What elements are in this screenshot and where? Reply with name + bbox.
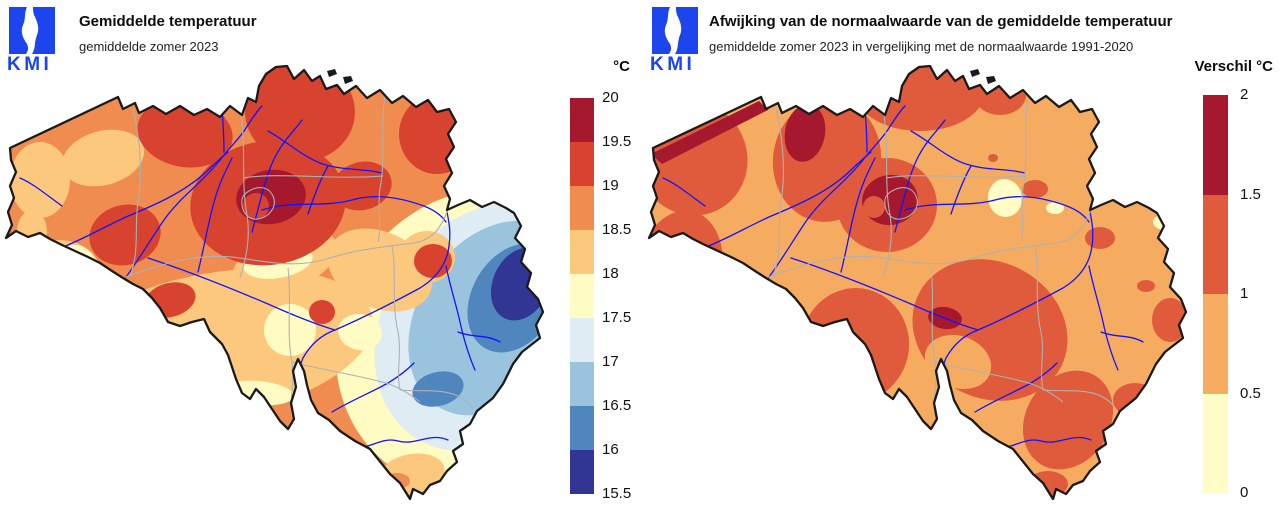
warm-contour-regions	[89, 66, 475, 489]
anomaly-darkred-regions	[651, 101, 962, 330]
legend-title: Verschil °C	[1194, 58, 1273, 75]
legend-tick: 17.5	[602, 309, 632, 326]
legend-color-block	[1203, 195, 1228, 294]
page-subtitle: gemiddelde zomer 2023	[79, 39, 219, 54]
anomaly-map-belgium	[647, 64, 1188, 501]
legend-color-block	[570, 450, 594, 494]
legend-color-block	[570, 318, 594, 362]
legend-tick: 18	[602, 265, 619, 282]
page-subtitle: gemiddelde zomer 2023 in vergelijking me…	[709, 39, 1134, 54]
kmi-logo-text: KMI	[7, 54, 52, 73]
legend-tick: 17	[602, 353, 619, 370]
legend-color-block	[570, 362, 594, 406]
kmi-logo-mark	[652, 7, 698, 54]
legend-title: °C	[613, 58, 630, 75]
kmi-logo-mark	[9, 7, 55, 54]
baarle-hertog-enclave	[327, 69, 353, 84]
legend-color-block	[570, 142, 594, 186]
temperature-map-belgium	[4, 64, 545, 501]
panel-mean-temperature: KMI Gemiddelde temperatuur gemiddelde zo…	[4, 7, 632, 502]
legend-color-block	[570, 274, 594, 318]
legend-tick: 18.5	[602, 221, 632, 238]
panel-temperature-anomaly: KMI Afwijking van de normaalwaarde van d…	[643, 0, 1280, 507]
legend-tick: 1.5	[1240, 186, 1261, 203]
page-title: Gemiddelde temperatuur	[79, 13, 257, 30]
legend-color-block	[570, 230, 594, 274]
legend-color-block	[1203, 294, 1228, 394]
legend-color-block	[1203, 95, 1228, 195]
kmi-logo: KMI	[650, 7, 698, 73]
legend-tick: 0.5	[1240, 385, 1261, 402]
legend-tick: 16.5	[602, 397, 632, 414]
legend-tick: 1	[1240, 285, 1249, 302]
legend-tick: 15.5	[602, 485, 632, 502]
baarle-hertog-enclave	[970, 69, 996, 84]
page-title: Afwijking van de normaalwaarde van de ge…	[709, 13, 1173, 30]
legend-tick: 2	[1240, 86, 1249, 103]
legend-color-block	[570, 98, 594, 142]
legend-tick: 16	[602, 441, 619, 458]
kmi-logo-text: KMI	[650, 54, 695, 73]
legend-color-block	[570, 186, 594, 230]
legend-tick: 19	[602, 177, 619, 194]
legend-tick: 20	[602, 89, 619, 106]
legend-color-block	[1203, 394, 1228, 493]
legend-tick: 0	[1240, 484, 1249, 501]
legend-color-block	[570, 406, 594, 450]
legend-tick: 19.5	[602, 133, 632, 150]
kmi-logo: KMI	[7, 7, 55, 73]
